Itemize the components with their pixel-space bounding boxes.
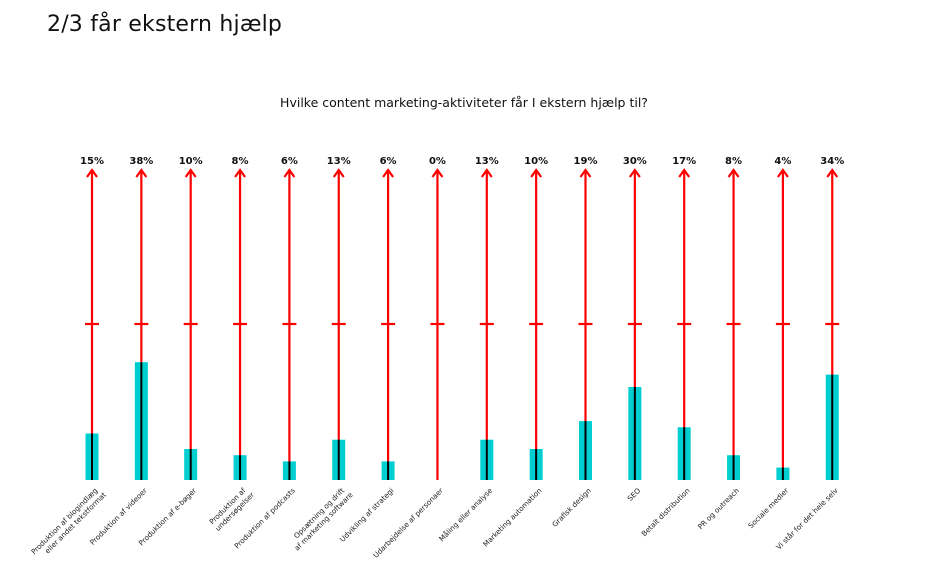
category-label-line: Grafisk design — [550, 486, 593, 529]
arrow-head — [727, 168, 740, 178]
category-label-line: Produktion af blogindlæg — [29, 486, 99, 556]
category-label-line: Måling eller analyse — [437, 486, 495, 544]
value-label: 17% — [672, 156, 696, 167]
page-title: 2/3 får ekstern hjælp — [47, 12, 283, 37]
value-label: 10% — [524, 156, 548, 167]
category-label-line: SEO — [625, 486, 642, 503]
value-label: 19% — [574, 156, 598, 167]
value-label: 34% — [820, 156, 844, 167]
category-label-line: Sociale medier — [746, 486, 790, 530]
category-label-line: eller andet tekstformat — [43, 490, 108, 555]
arrow-head — [826, 168, 839, 178]
value-label: 8% — [725, 156, 742, 167]
value-label: 6% — [281, 156, 298, 167]
arrow-head — [530, 168, 543, 178]
value-label: 13% — [327, 156, 351, 167]
category-label: Sociale medier — [746, 486, 790, 530]
arrow-head — [628, 168, 641, 178]
arrow-head — [135, 168, 148, 178]
arrow-head — [579, 168, 592, 178]
category-label-line: PR og outreach — [696, 486, 741, 531]
arrow-head — [184, 168, 197, 178]
category-label-line: Betalt distribution — [640, 486, 692, 538]
arrow-head — [86, 168, 98, 178]
arrow-head — [332, 168, 345, 178]
value-label: 15% — [80, 156, 104, 167]
arrow-head — [234, 168, 246, 178]
arrow-head — [431, 168, 444, 178]
value-label: 10% — [179, 156, 203, 167]
category-label: Grafisk design — [550, 486, 593, 529]
arrow-head — [777, 168, 789, 178]
arrow-head — [678, 168, 691, 178]
value-label: 38% — [129, 156, 153, 167]
category-label: Produktion afundersøgelser — [207, 484, 256, 533]
category-label: Produktion af blogindlægeller andet teks… — [29, 484, 108, 563]
value-label: 13% — [475, 156, 499, 167]
chart-title: Hvilke content marketing-aktiviteter får… — [280, 95, 648, 110]
value-label: 4% — [774, 156, 791, 167]
value-label: 8% — [232, 156, 249, 167]
value-label: 6% — [380, 156, 397, 167]
category-label: Betalt distribution — [640, 486, 692, 538]
value-label: 0% — [429, 156, 446, 167]
category-label: SEO — [625, 486, 642, 503]
value-label: 30% — [623, 156, 647, 167]
arrow-head — [480, 168, 493, 178]
category-label: Måling eller analyse — [437, 486, 495, 544]
arrow-head — [382, 168, 394, 178]
category-label: PR og outreach — [696, 486, 741, 531]
arrow-head — [283, 168, 296, 178]
category-label-line: af marketing software — [292, 490, 355, 553]
